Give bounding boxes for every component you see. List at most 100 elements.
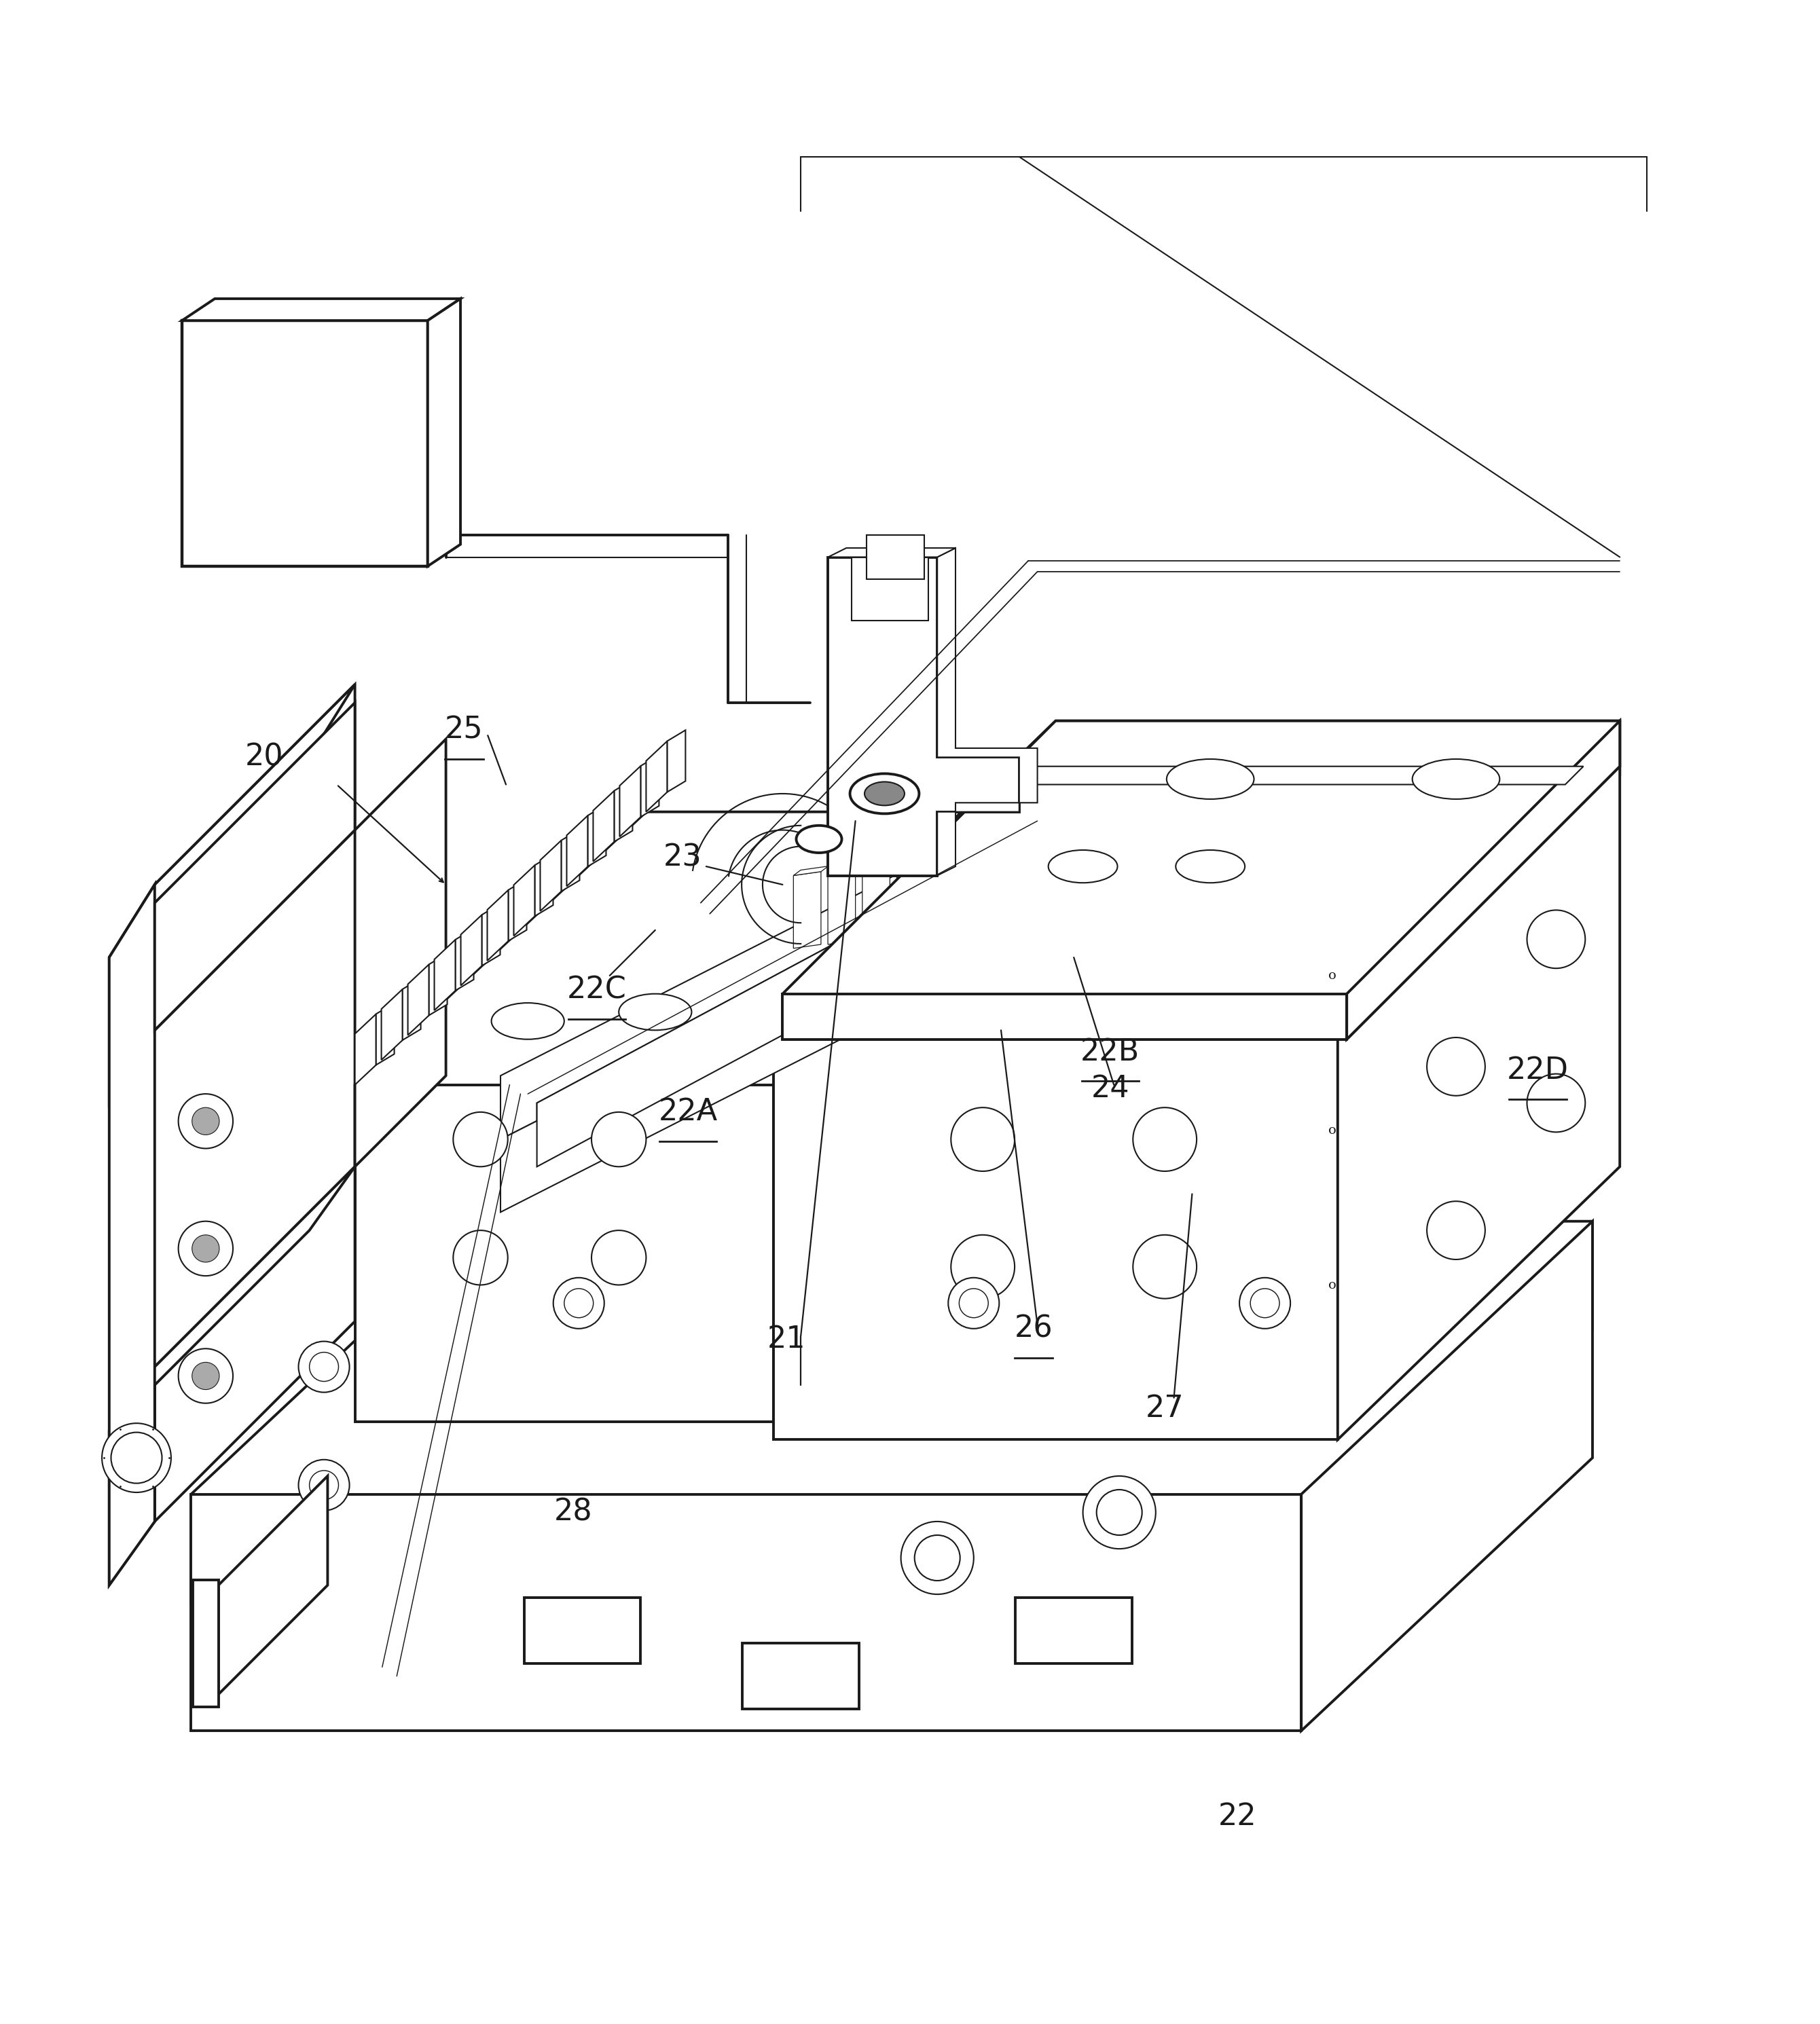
Ellipse shape bbox=[309, 1471, 339, 1500]
Polygon shape bbox=[828, 868, 855, 945]
Polygon shape bbox=[783, 721, 1620, 1038]
Polygon shape bbox=[482, 905, 501, 965]
Ellipse shape bbox=[948, 1277, 999, 1328]
Text: 22B: 22B bbox=[1081, 1038, 1139, 1067]
Polygon shape bbox=[1034, 838, 1070, 848]
Ellipse shape bbox=[1239, 1277, 1290, 1328]
Polygon shape bbox=[488, 891, 508, 961]
Polygon shape bbox=[408, 963, 430, 1034]
Ellipse shape bbox=[111, 1433, 162, 1484]
Polygon shape bbox=[783, 994, 1347, 1038]
Polygon shape bbox=[508, 878, 526, 941]
Polygon shape bbox=[537, 830, 1046, 1166]
Text: 22: 22 bbox=[1218, 1801, 1258, 1832]
Polygon shape bbox=[863, 864, 890, 941]
Ellipse shape bbox=[1527, 911, 1585, 967]
Text: 26: 26 bbox=[1014, 1314, 1054, 1344]
Polygon shape bbox=[619, 765, 641, 836]
Polygon shape bbox=[1207, 826, 1234, 901]
Ellipse shape bbox=[564, 1289, 593, 1318]
Ellipse shape bbox=[178, 1348, 233, 1403]
Ellipse shape bbox=[1176, 850, 1245, 882]
Polygon shape bbox=[524, 1597, 641, 1664]
Polygon shape bbox=[109, 1366, 155, 1585]
Polygon shape bbox=[155, 1166, 355, 1522]
Polygon shape bbox=[355, 812, 1056, 1176]
Ellipse shape bbox=[592, 1231, 646, 1285]
Polygon shape bbox=[382, 990, 402, 1061]
Ellipse shape bbox=[1250, 1289, 1279, 1318]
Polygon shape bbox=[455, 929, 473, 990]
Polygon shape bbox=[932, 850, 966, 860]
Ellipse shape bbox=[950, 1235, 1016, 1299]
Polygon shape bbox=[897, 854, 932, 864]
Ellipse shape bbox=[864, 781, 905, 806]
Text: 28: 28 bbox=[553, 1498, 593, 1526]
Ellipse shape bbox=[491, 1004, 564, 1038]
Ellipse shape bbox=[193, 1107, 220, 1135]
Text: 22A: 22A bbox=[659, 1097, 717, 1127]
Ellipse shape bbox=[592, 1111, 646, 1166]
Polygon shape bbox=[1001, 842, 1036, 852]
Polygon shape bbox=[1172, 824, 1207, 832]
Polygon shape bbox=[794, 872, 821, 949]
Polygon shape bbox=[501, 858, 1056, 1212]
Polygon shape bbox=[1056, 858, 1320, 931]
Text: 25: 25 bbox=[444, 714, 484, 745]
Ellipse shape bbox=[1132, 1107, 1198, 1172]
Text: 20: 20 bbox=[244, 743, 284, 771]
Polygon shape bbox=[541, 840, 561, 911]
Text: 21: 21 bbox=[766, 1326, 806, 1354]
Ellipse shape bbox=[1132, 1235, 1198, 1299]
Polygon shape bbox=[430, 953, 448, 1016]
Text: 24: 24 bbox=[1090, 1075, 1130, 1103]
Polygon shape bbox=[109, 684, 355, 957]
Polygon shape bbox=[191, 1220, 1592, 1603]
Text: 22D: 22D bbox=[1507, 1057, 1569, 1085]
Polygon shape bbox=[852, 557, 928, 621]
Ellipse shape bbox=[959, 1289, 988, 1318]
Polygon shape bbox=[1001, 848, 1028, 925]
Polygon shape bbox=[866, 534, 925, 579]
Polygon shape bbox=[863, 858, 897, 868]
Polygon shape bbox=[1241, 822, 1269, 897]
Ellipse shape bbox=[901, 1522, 974, 1595]
Polygon shape bbox=[774, 721, 1620, 1048]
Polygon shape bbox=[182, 300, 460, 320]
Ellipse shape bbox=[453, 1111, 508, 1166]
Polygon shape bbox=[1338, 721, 1620, 1439]
Polygon shape bbox=[937, 549, 1037, 876]
Ellipse shape bbox=[850, 773, 919, 814]
Text: o: o bbox=[1329, 1123, 1336, 1135]
Polygon shape bbox=[377, 1004, 395, 1065]
Polygon shape bbox=[743, 1643, 859, 1708]
Polygon shape bbox=[668, 731, 686, 791]
Polygon shape bbox=[966, 852, 994, 929]
Ellipse shape bbox=[1427, 1200, 1485, 1259]
Ellipse shape bbox=[950, 1107, 1016, 1172]
Polygon shape bbox=[966, 846, 1001, 856]
Ellipse shape bbox=[619, 994, 692, 1030]
Polygon shape bbox=[182, 320, 428, 567]
Polygon shape bbox=[828, 557, 1019, 876]
Ellipse shape bbox=[915, 1534, 961, 1581]
Polygon shape bbox=[897, 860, 925, 937]
Polygon shape bbox=[1010, 767, 1583, 785]
Ellipse shape bbox=[298, 1459, 349, 1510]
Polygon shape bbox=[1172, 828, 1199, 905]
Ellipse shape bbox=[1083, 1475, 1156, 1548]
Polygon shape bbox=[828, 549, 956, 557]
Ellipse shape bbox=[453, 1231, 508, 1285]
Polygon shape bbox=[641, 755, 659, 818]
Polygon shape bbox=[535, 854, 553, 917]
Ellipse shape bbox=[193, 1235, 220, 1263]
Polygon shape bbox=[109, 884, 155, 1585]
Polygon shape bbox=[1207, 820, 1241, 828]
Polygon shape bbox=[155, 702, 355, 1030]
Ellipse shape bbox=[102, 1423, 171, 1492]
Polygon shape bbox=[191, 1494, 1301, 1731]
Polygon shape bbox=[501, 793, 1056, 1140]
Polygon shape bbox=[1016, 1597, 1132, 1664]
Text: o: o bbox=[1329, 969, 1336, 982]
Ellipse shape bbox=[1527, 1075, 1585, 1131]
